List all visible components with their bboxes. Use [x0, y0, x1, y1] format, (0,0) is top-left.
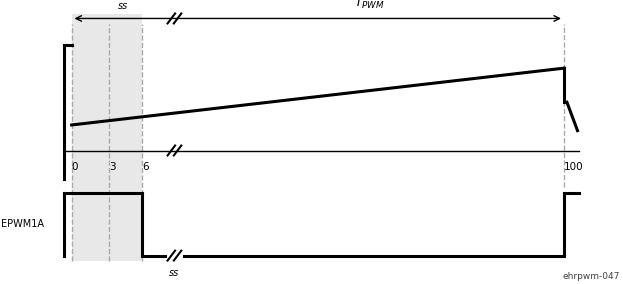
Text: 3: 3 [109, 162, 116, 172]
Text: $T_{PWM}$: $T_{PWM}$ [354, 0, 384, 11]
Text: 0: 0 [72, 162, 78, 172]
Text: 100: 100 [564, 162, 584, 172]
Text: ss: ss [118, 1, 128, 11]
Bar [72, 14, 142, 261]
Text: ss: ss [169, 268, 179, 278]
Text: 6: 6 [142, 162, 149, 172]
Text: EPWM1A: EPWM1A [1, 219, 44, 229]
Text: ehrpwm-047: ehrpwm-047 [563, 272, 620, 281]
